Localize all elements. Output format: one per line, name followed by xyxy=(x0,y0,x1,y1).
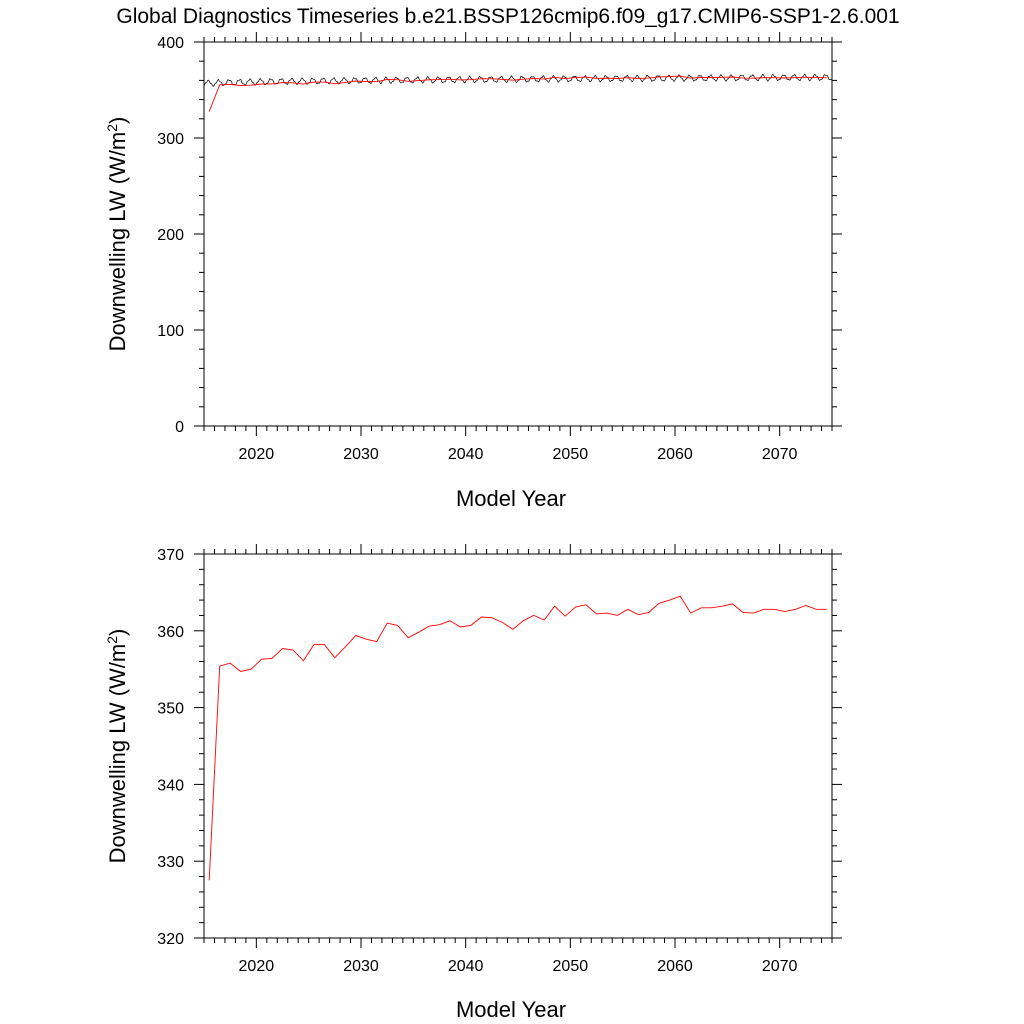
top-panel-x-axis-label: Model Year xyxy=(456,486,566,511)
y-tick-label: 300 xyxy=(157,131,184,148)
top-series-line-0 xyxy=(204,73,832,87)
bottom-panel-y-axis-label-end: ) xyxy=(105,629,130,636)
top-panel-y-axis-label-main: Downwelling LW (W/m xyxy=(105,132,130,352)
x-tick-label: 2030 xyxy=(343,446,379,463)
bottom-panel-series xyxy=(208,595,827,881)
x-tick-label: 2040 xyxy=(448,958,484,975)
x-tick-label: 2020 xyxy=(239,446,275,463)
y-tick-label: 340 xyxy=(157,777,184,794)
top-panel-ticks xyxy=(194,32,842,436)
y-tick-label: 320 xyxy=(157,931,184,948)
x-tick-label: 2050 xyxy=(553,958,589,975)
top-panel-series xyxy=(204,73,832,112)
y-tick-label: 370 xyxy=(157,547,184,564)
top-panel-tick-labels: 2020 2030 2040 2050 2060 2070 0 100 200 300 400 xyxy=(157,35,797,463)
top-panel-frame xyxy=(203,41,833,427)
bottom-panel-y-axis-label-main: Downwelling LW (W/m xyxy=(105,644,130,864)
figure-title: Global Diagnostics Timeseries b.e21.BSSP… xyxy=(116,5,899,28)
y-tick-label: 330 xyxy=(157,854,184,871)
bottom-series-line-0 xyxy=(208,595,827,881)
top-panel-y-axis-label: Downwelling LW (W/m2) xyxy=(104,117,130,352)
bottom-panel: 2020 2030 2040 2050 2060 2070 320 330 340 350 360 3… xyxy=(104,544,842,1022)
x-tick-label: 2060 xyxy=(657,446,693,463)
bottom-panel-frame xyxy=(203,553,833,939)
x-tick-label: 2040 xyxy=(448,446,484,463)
bottom-panel-tick-labels: 2020 2030 2040 2050 2060 2070 320 330 340 350 360 3… xyxy=(157,547,797,975)
x-tick-label: 2060 xyxy=(657,958,693,975)
y-tick-label: 0 xyxy=(175,419,184,436)
bottom-panel-ticks xyxy=(194,544,842,948)
bottom-panel-x-axis-label: Model Year xyxy=(456,997,566,1022)
x-tick-label: 2050 xyxy=(553,446,589,463)
top-panel: 2020 2030 2040 2050 2060 2070 0 100 200 300 400 Mo… xyxy=(104,32,842,511)
top-panel-y-axis-label-superscript: 2 xyxy=(104,124,120,132)
x-tick-label: 2070 xyxy=(762,958,798,975)
x-tick-label: 2030 xyxy=(343,958,379,975)
y-tick-label: 360 xyxy=(157,624,184,641)
x-tick-label: 2020 xyxy=(239,958,275,975)
y-tick-label: 350 xyxy=(157,701,184,718)
top-series-line-1 xyxy=(208,75,827,112)
bottom-panel-y-axis-label: Downwelling LW (W/m2) xyxy=(104,629,130,864)
x-tick-label: 2070 xyxy=(762,446,798,463)
y-tick-label: 100 xyxy=(157,323,184,340)
y-tick-label: 400 xyxy=(157,35,184,52)
bottom-panel-y-axis-label-superscript: 2 xyxy=(104,636,120,644)
y-tick-label: 200 xyxy=(157,227,184,244)
top-panel-y-axis-label-end: ) xyxy=(105,117,130,124)
